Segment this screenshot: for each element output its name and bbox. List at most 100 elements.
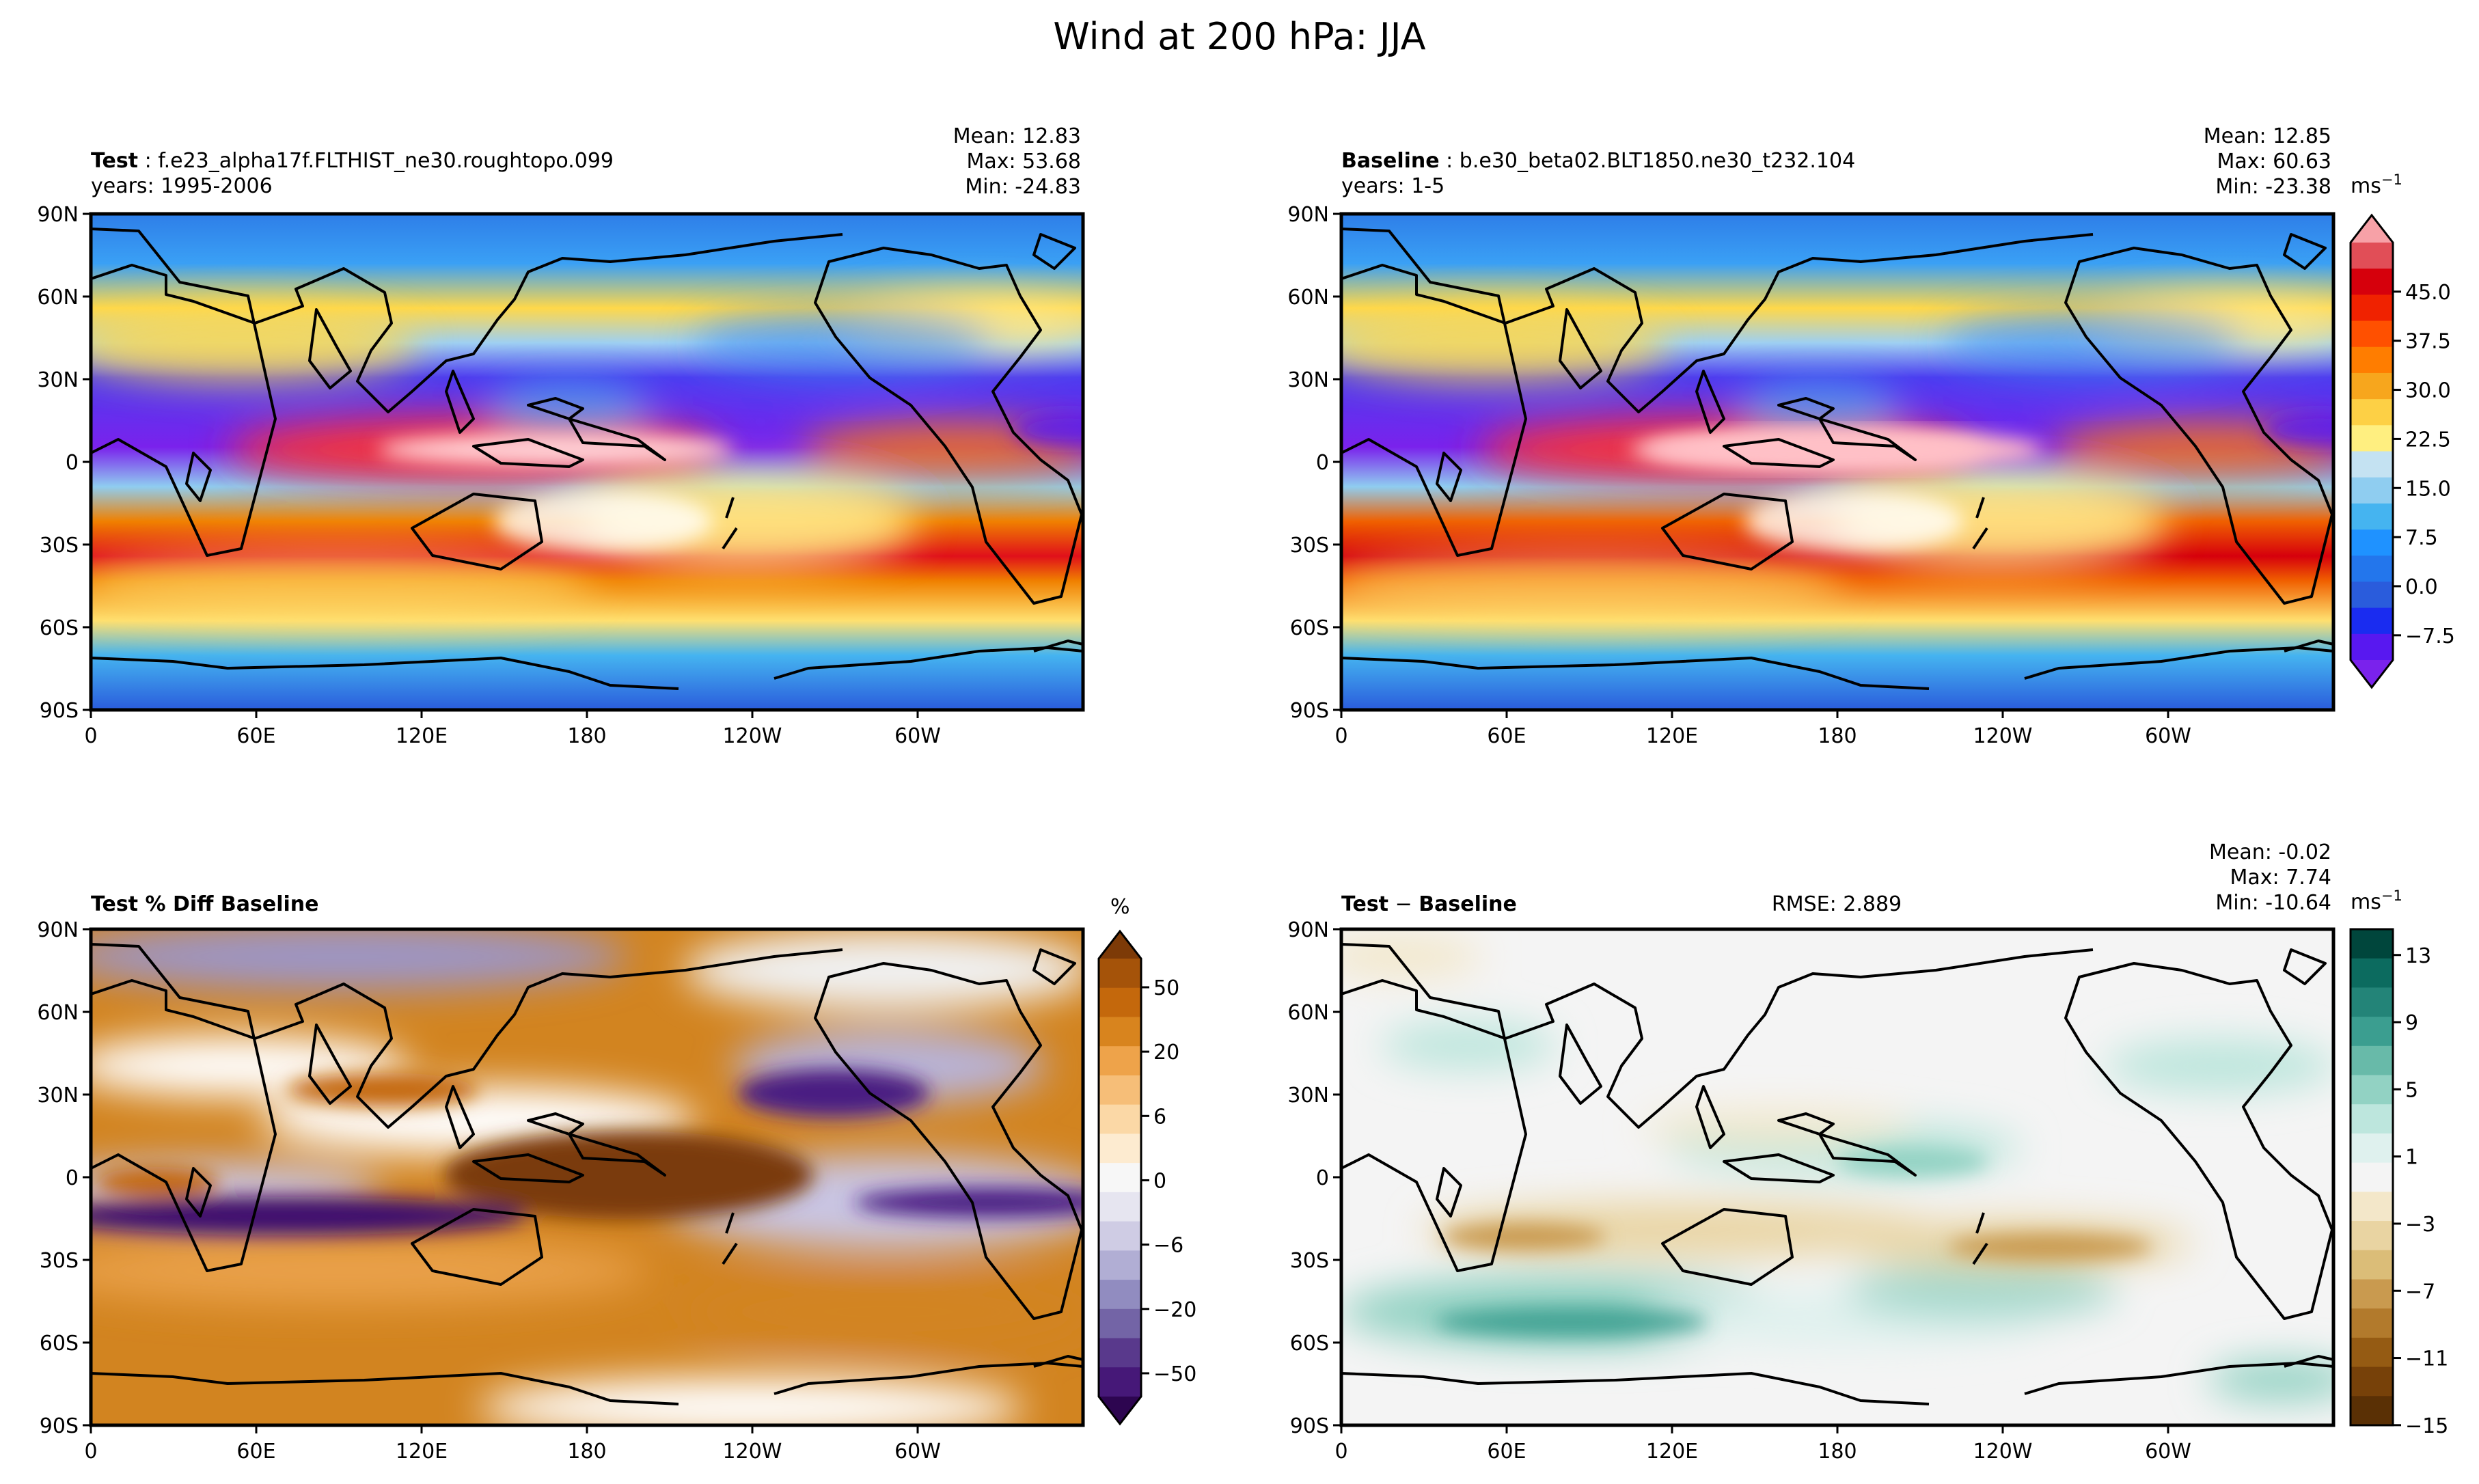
colorbar-swatch: [2351, 269, 2393, 296]
test-stat-max: Max: 53.68: [966, 150, 1081, 174]
colorbar-tick-label: 13: [2405, 944, 2431, 968]
x-tick-label: 0: [1334, 1440, 1347, 1464]
x-tick-label: 60W: [2145, 1440, 2191, 1464]
colorbar-tick-label: 1: [2405, 1146, 2418, 1170]
colorbar-swatch: [2351, 1133, 2393, 1164]
colorbar-swatch: [2351, 503, 2393, 530]
y-tick-label: 30N: [37, 1084, 79, 1108]
x-tick-label: 120E: [1646, 1440, 1698, 1464]
y-tick-label: 90N: [1287, 203, 1329, 227]
colorbar-tick-label: −11: [2405, 1347, 2448, 1371]
colorbar-tick-label: −6: [1153, 1234, 1183, 1258]
diff-title: Test − Baseline: [1341, 892, 1517, 916]
colorbar-swatch: [2351, 581, 2393, 609]
y-tick-label: 90S: [1290, 699, 1329, 723]
figure-title: Wind at 200 hPa: JJA: [1053, 15, 1425, 58]
y-tick-label: 90S: [40, 699, 79, 723]
colorbar-swatch: [2351, 425, 2393, 452]
colorbar-pct: % 50 20 6 0 −6 −20 −50: [1097, 895, 1196, 1426]
colorbar-tick-label: 0.0: [2405, 575, 2438, 599]
colorbar-diff: ms−1 13 9 5 1 −3 −7 −11 −15: [2349, 888, 2448, 1438]
colorbar-swatch: [2351, 320, 2393, 348]
panel-baseline: Baseline : b.e30_beta02.BLT1850.ne30_t23…: [1287, 124, 2336, 748]
colorbar-tick-label: 5: [2405, 1078, 2418, 1102]
baseline-case-name: b.e30_beta02.BLT1850.ne30_t232.104: [1460, 149, 1855, 173]
x-tick-label: 60W: [2145, 724, 2191, 748]
x-tick-label: 120W: [1973, 1440, 2033, 1464]
colorbar-tick-label: 20: [1153, 1041, 1179, 1064]
diff-rmse: RMSE: 2.889: [1772, 892, 1902, 916]
test-title: Test : f.e23_alpha17f.FLTHIST_ne30.rough…: [91, 149, 614, 173]
colorbar-swatch: [2351, 477, 2393, 504]
colorbar-swatch: [1099, 1104, 1141, 1135]
colorbar-swatch: [1099, 1280, 1141, 1310]
colorbar-swatch: [1099, 1250, 1141, 1280]
colorbar-tick-label: 15.0: [2405, 477, 2451, 501]
diff-stat-max: Max: 7.74: [2230, 866, 2331, 890]
y-tick-label: 90S: [1290, 1414, 1329, 1438]
colorbar-field-units-exp: −1: [2381, 171, 2402, 188]
colorbar-field-units-base: ms: [2351, 174, 2381, 198]
panel-test: Test : f.e23_alpha17f.FLTHIST_ne30.rough…: [37, 124, 1085, 748]
colorbar-diff-units: ms−1: [2351, 888, 2402, 914]
y-tick-label: 60N: [37, 1001, 79, 1025]
y-tick-label: 90S: [40, 1414, 79, 1438]
colorbar-pct-units: %: [1110, 895, 1130, 919]
colorbar-swatch: [1099, 987, 1141, 1018]
test-stat-mean: Mean: 12.83: [953, 124, 1081, 148]
colorbar-swatch: [2351, 399, 2393, 426]
colorbar-swatch: [1099, 1017, 1141, 1047]
x-tick-label: 120W: [723, 724, 782, 748]
colorbar-swatch: [2351, 607, 2393, 635]
y-tick-label: 30S: [40, 1249, 79, 1273]
colorbar-swatch: [2351, 294, 2393, 322]
y-tick-label: 60S: [1290, 1332, 1329, 1356]
baseline-stat-min: Min: -23.38: [2215, 175, 2331, 199]
colorbar-swatch: [2351, 1279, 2393, 1309]
colorbar-swatch: [2351, 530, 2393, 557]
colorbar-field: ms−1 45.0 37.5 30.0 22.5 15.0 7.5 0.0 −7.5: [2349, 171, 2455, 689]
test-years: years: 1995-2006: [91, 174, 273, 198]
x-tick-label: 120E: [1646, 724, 1698, 748]
y-tick-label: 30N: [1287, 368, 1329, 392]
colorbar-swatch: [2351, 958, 2393, 989]
colorbar-swatch: [2351, 1162, 2393, 1193]
diff-label-test: Test: [1341, 892, 1388, 916]
colorbar-swatch: [2351, 1250, 2393, 1280]
colorbar-swatch: [1099, 1308, 1141, 1339]
colorbar-swatch: [2351, 1221, 2393, 1251]
y-tick-label: 60S: [40, 1332, 79, 1356]
colorbar-swatch: [2351, 987, 2393, 1017]
colorbar-extend-top: [1099, 931, 1141, 959]
colorbar-swatch: [2351, 1075, 2393, 1105]
colorbar-swatch: [1099, 1046, 1141, 1076]
test-label: Test: [91, 149, 138, 173]
colorbar-swatch: [1099, 1338, 1141, 1369]
panel-difference: Test − Baseline RMSE: 2.889 Mean: -0.02 …: [1287, 840, 2336, 1464]
colorbar-swatch: [2351, 1308, 2393, 1338]
x-tick-label: 60E: [236, 724, 275, 748]
y-tick-label: 60N: [1287, 286, 1329, 310]
colorbar-swatch: [2351, 555, 2393, 583]
colorbar-swatch: [2351, 1104, 2393, 1134]
x-tick-label: 60W: [894, 1440, 941, 1464]
y-tick-label: 90N: [37, 918, 79, 942]
test-map-axes: 0 60E 120E 180 120W 60W 90N 60N 30N 0 30S 60S 90S: [37, 203, 941, 748]
colorbar-extend-top: [2351, 215, 2393, 243]
colorbar-swatch: [2351, 633, 2393, 661]
baseline-years: years: 1-5: [1341, 174, 1444, 198]
x-tick-label: 120E: [396, 1440, 448, 1464]
x-tick-label: 0: [84, 1440, 97, 1464]
colorbar-outline: [1097, 929, 1142, 1426]
diff-stat-min: Min: -10.64: [2215, 891, 2331, 915]
y-tick-label: 0: [1316, 451, 1329, 475]
diff-stat-mean: Mean: -0.02: [2209, 840, 2331, 864]
pctdiff-title: Test % Diff Baseline: [91, 892, 319, 916]
colorbar-swatch: [2351, 346, 2393, 374]
x-tick-label: 0: [1334, 724, 1347, 748]
colorbar-swatch: [2351, 451, 2393, 478]
x-tick-label: 60E: [1487, 1440, 1526, 1464]
diff-label-base: Baseline: [1419, 892, 1517, 916]
baseline-map-axes: 0 60E 120E 180 120W 60W 90N 60N 30N 0 30S 60S 90S: [1287, 203, 2191, 748]
colorbar-diff-units-exp: −1: [2381, 888, 2402, 904]
